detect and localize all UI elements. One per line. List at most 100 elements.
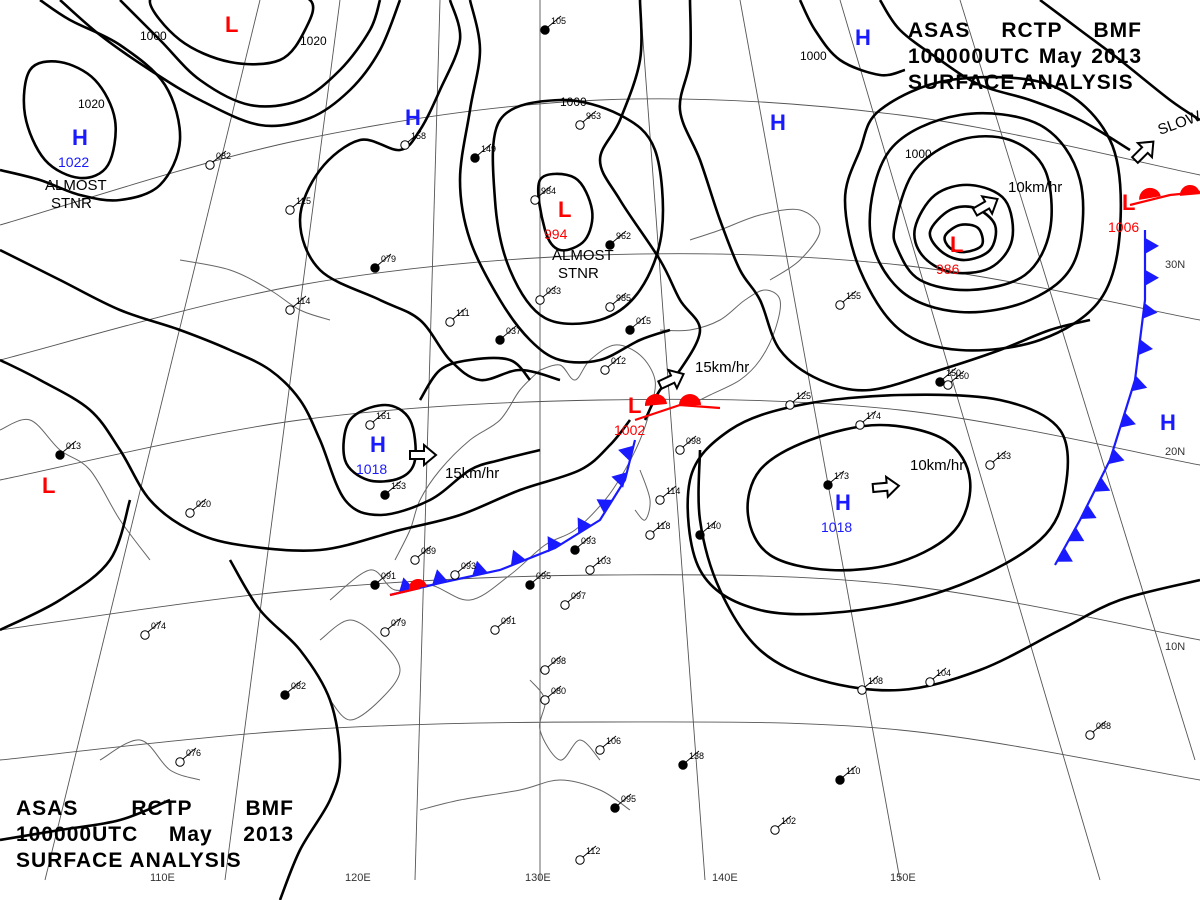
station-circle (835, 775, 845, 785)
latitude-label: 20N (1165, 446, 1185, 458)
cold-front-triangle (1068, 527, 1085, 542)
station-circle (285, 205, 295, 215)
low-pressure-symbol: L (42, 473, 55, 498)
station-circle (55, 450, 65, 460)
station-pressure-value: 020 (196, 499, 211, 509)
station-circle (675, 445, 685, 455)
isobar (913, 183, 1015, 275)
isobar (418, 356, 531, 401)
station-circle (205, 160, 215, 170)
wind-barb (842, 765, 857, 778)
cold-front (1054, 230, 1147, 566)
station-circle (610, 803, 620, 813)
isobar (458, 0, 671, 364)
cold-front-triangle (611, 472, 627, 488)
parallel-line (0, 253, 1200, 361)
wind-barb (582, 110, 597, 123)
isobar (536, 172, 594, 252)
station-circle (585, 565, 595, 575)
wind-barb (502, 325, 517, 338)
title-product: SURFACE ANALYSIS (908, 71, 1134, 94)
station-circle (380, 627, 390, 637)
station-circle (655, 495, 665, 505)
meridian-line (739, 0, 901, 881)
movement-annotation: 10km/hr (1008, 179, 1062, 196)
low-pressure-symbol: L (950, 232, 963, 257)
cold-front-triangle (577, 517, 592, 534)
station-pressure-value: 118 (656, 521, 670, 531)
station-pressure-value: 133 (996, 451, 1011, 461)
cold-front-triangle (1094, 477, 1111, 492)
station-pressure-value: 984 (541, 186, 556, 196)
longitude-label: 120E (345, 872, 371, 884)
movement-annotation: ALMOST STNR (45, 177, 107, 212)
station-pressure-value: 173 (834, 471, 849, 481)
isobar (928, 205, 998, 262)
wind-barb (292, 295, 307, 308)
station-pressure-value: 093 (581, 536, 596, 546)
station-pressure-value: 093 (461, 561, 476, 571)
title-time: 100000UTC (16, 823, 139, 846)
chart-title-bottom: ASAS RCTP BMF 100000UTC May 2013 SURFACE… (16, 796, 294, 874)
longitude-label: 140E (712, 872, 738, 884)
station-pressure-value: 125 (296, 196, 311, 206)
isobar (843, 75, 1123, 352)
central-pressure-value: 1018 (821, 519, 852, 535)
wind-barb (864, 675, 879, 688)
movement-arrow-shape (1130, 140, 1155, 165)
wind-barb (537, 185, 552, 198)
movement-arrow (1130, 140, 1155, 165)
station-circle (410, 555, 420, 565)
station-circle (1085, 730, 1095, 740)
isobar (22, 59, 117, 180)
station-circle (857, 685, 867, 695)
wind-barb (842, 290, 857, 303)
high-pressure-symbol: H (370, 432, 386, 457)
movement-arrow (656, 368, 685, 391)
title-agency: ASAS (908, 19, 971, 42)
latitude-label: 30N (1165, 259, 1185, 271)
station-pressure-value: 108 (868, 676, 883, 686)
coastline (319, 619, 401, 721)
station-pressure-value: 963 (586, 111, 601, 121)
station-circle (450, 570, 460, 580)
warm-front-semicircle (679, 394, 701, 405)
wind-barb (632, 315, 647, 328)
high-pressure-symbol: H (405, 105, 421, 130)
movement-arrow (871, 474, 901, 499)
wind-barb (377, 570, 392, 583)
low-pressure-symbol: L (628, 393, 641, 418)
parallel-line (0, 398, 1200, 481)
station-pressure-value: 074 (151, 621, 166, 631)
wind-barb (792, 390, 807, 403)
central-pressure-value: 994 (544, 226, 568, 242)
wind-barb (1092, 720, 1107, 733)
title-bureau: BMF (1093, 19, 1142, 42)
wind-barb (592, 555, 607, 568)
meridian-line (414, 0, 441, 881)
coastline (179, 259, 331, 321)
station-circle (400, 140, 410, 150)
wind-barb (192, 498, 207, 511)
station-circle (380, 490, 390, 500)
cold-front-triangle (1145, 269, 1159, 286)
station-pressure-value: 149 (481, 144, 496, 154)
station-circle (925, 677, 935, 687)
parallel-line (0, 574, 1200, 641)
coastline (689, 208, 821, 281)
movement-annotation: SLOW (1156, 107, 1200, 138)
wind-barb (602, 735, 617, 748)
high-pressure-symbol: H (855, 25, 871, 50)
cold-front-triangle (472, 560, 488, 576)
station-circle (770, 825, 780, 835)
wind-barb (702, 520, 717, 533)
isobar-label: 1000 (800, 49, 827, 63)
isobar (0, 798, 171, 842)
isobar (686, 393, 1070, 616)
station-pressure-value: 985 (616, 293, 631, 303)
wind-barb (607, 355, 622, 368)
isobar (878, 0, 1131, 152)
